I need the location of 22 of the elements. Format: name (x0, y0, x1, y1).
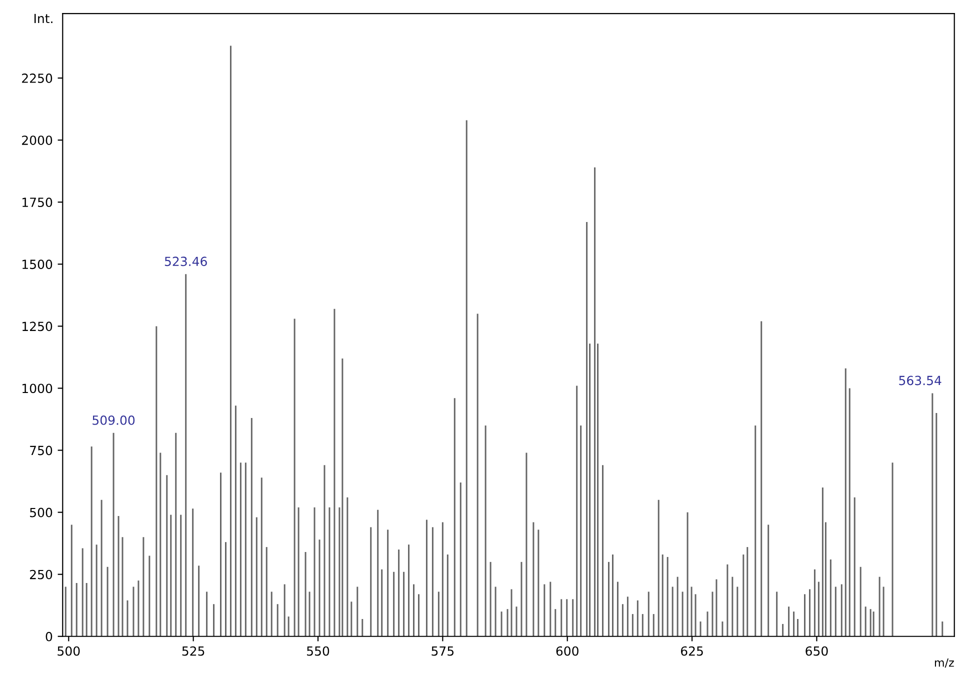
y-tick-label: 2250 (22, 74, 52, 83)
x-tick-label: 500 (58, 646, 80, 656)
y-tick-label: 2000 (22, 136, 52, 146)
annotation: 523.46 (164, 256, 207, 266)
y-tick-label: 250 (30, 570, 52, 580)
annotation: 509.00 (92, 415, 135, 425)
y-tick-label: 1750 (22, 198, 52, 208)
x-axis-title: m/z (934, 658, 954, 668)
y-tick-label: 750 (30, 446, 52, 456)
x-tick-label: 650 (806, 646, 828, 656)
y-tick-label: 500 (30, 508, 52, 518)
y-axis-title: Int. (34, 14, 52, 24)
y-tick-label: 0 (46, 632, 52, 642)
x-tick-label: 625 (680, 646, 703, 656)
x-tick-label: 600 (556, 646, 578, 656)
x-tick-label: 525 (182, 646, 204, 656)
x-tick-label: 575 (432, 646, 454, 656)
annotation: 563.54 (899, 376, 942, 386)
y-tick-label: 1500 (22, 260, 52, 270)
y-tick-label: 1000 (22, 384, 52, 394)
x-tick-label: 550 (307, 646, 330, 656)
y-tick-label: 1250 (22, 322, 52, 332)
